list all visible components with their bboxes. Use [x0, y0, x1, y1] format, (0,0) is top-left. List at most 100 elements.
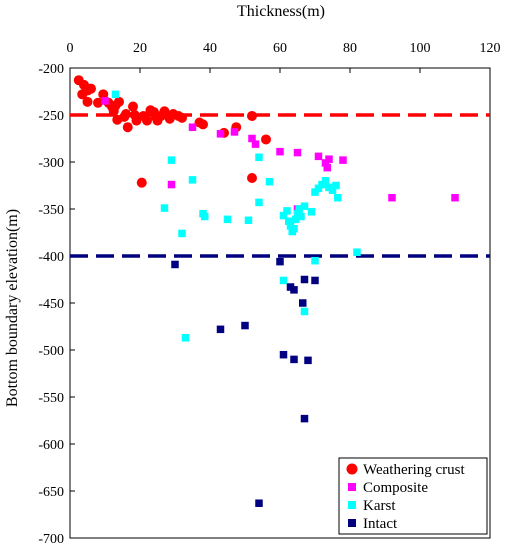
karst-point	[285, 217, 293, 225]
composite-point	[339, 156, 347, 164]
composite-point	[167, 180, 176, 189]
y-tick-label: -500	[38, 344, 64, 359]
karst-point	[290, 224, 298, 233]
x-tick-label: 20	[133, 41, 147, 56]
weathering-crust-point	[114, 96, 124, 107]
legend-marker-intact	[348, 519, 356, 527]
x-tick-label: 60	[273, 41, 287, 56]
composite-point	[314, 152, 323, 161]
weathering-crust-point	[93, 97, 103, 108]
weathering-crust-point	[82, 96, 93, 107]
karst-point	[300, 202, 309, 210]
karst-point	[279, 211, 288, 220]
composite-point	[251, 140, 260, 148]
karst-point	[255, 153, 263, 162]
legend-marker-weathering-crust	[346, 463, 358, 475]
karst-point	[178, 229, 186, 238]
karst-point	[188, 176, 197, 184]
intact-point	[216, 325, 225, 334]
karst-point	[321, 177, 330, 185]
karst-point	[307, 208, 316, 216]
weathering-crust-point	[98, 89, 109, 100]
y-tick-label: -450	[38, 297, 64, 312]
weathering-crust-point	[86, 83, 96, 94]
weathering-crust-point	[128, 101, 138, 112]
weathering-crust-point	[261, 134, 271, 145]
y-tick-label: -400	[38, 250, 64, 265]
weathering-crust-point	[136, 177, 147, 188]
legend-label-intact: Intact	[363, 516, 398, 532]
weathering-crust-point	[142, 115, 152, 126]
y-tick-label: -600	[38, 438, 64, 453]
karst-point	[297, 212, 305, 221]
intact-point	[300, 275, 309, 284]
karst-point	[167, 156, 176, 164]
legend-marker-composite	[348, 483, 356, 491]
composite-point	[323, 163, 331, 172]
composite-point	[325, 155, 333, 163]
y-tick-label: -550	[38, 391, 64, 406]
karst-point	[111, 90, 120, 99]
karst-point	[244, 216, 253, 225]
y-tick-label: -650	[38, 485, 64, 500]
karst-point	[265, 177, 274, 186]
intact-point	[300, 414, 309, 423]
weathering-crust-point	[159, 106, 170, 117]
composite-point	[293, 148, 302, 157]
legend-marker-karst	[348, 501, 356, 509]
weathering-crust-point	[108, 106, 119, 117]
composite-point	[248, 134, 256, 143]
x-axis-title: Thickness(m)	[237, 3, 325, 20]
legend-box	[338, 457, 488, 535]
karst-point	[332, 181, 340, 190]
weathering-crust-point	[122, 122, 133, 133]
intact-point	[290, 286, 298, 294]
karst-point	[292, 215, 300, 224]
intact-point	[171, 260, 179, 269]
composite-point	[188, 123, 197, 131]
karst-point	[201, 212, 209, 221]
intact-point	[299, 299, 307, 307]
karst-point	[328, 186, 337, 194]
legend-label-karst: Karst	[363, 498, 396, 514]
composite-point	[276, 147, 284, 156]
weathering-crust-point	[131, 115, 142, 126]
composite-point	[321, 159, 330, 167]
weathering-crust-point	[177, 112, 187, 123]
composite-point	[451, 193, 459, 202]
weathering-crust-point	[198, 119, 208, 130]
karst-point	[311, 256, 319, 265]
karst-point	[279, 276, 288, 285]
intact-point	[304, 356, 312, 365]
karst-point	[314, 184, 323, 193]
karst-point	[295, 205, 303, 213]
weathering-crust-point	[77, 89, 88, 100]
karst-point	[318, 180, 326, 189]
legend-label-composite: Composite	[363, 480, 428, 496]
weathering-crust-point	[247, 110, 257, 121]
intact-point	[276, 257, 284, 266]
composite-point	[230, 128, 239, 136]
karst-point	[181, 334, 190, 342]
y-tick-label: -700	[38, 532, 64, 546]
y-tick-label: -350	[38, 203, 64, 218]
composite-point	[388, 193, 396, 202]
y-tick-label: -300	[38, 156, 64, 171]
intact-point	[290, 355, 298, 364]
karst-point	[160, 204, 169, 212]
x-tick-label: 100	[410, 41, 431, 56]
weathering-crust-point	[121, 109, 131, 120]
y-tick-label: -200	[38, 62, 64, 77]
intact-point	[241, 321, 249, 330]
intact-point	[279, 350, 288, 359]
x-tick-label: 40	[203, 41, 217, 56]
x-tick-label: 0	[67, 41, 74, 56]
composite-point	[101, 97, 109, 105]
composite-point	[216, 130, 225, 138]
intact-point	[255, 499, 263, 507]
karst-point	[353, 248, 361, 256]
weathering-crust-point	[247, 172, 257, 183]
y-tick-label: -250	[38, 109, 64, 124]
karst-point	[311, 188, 319, 196]
